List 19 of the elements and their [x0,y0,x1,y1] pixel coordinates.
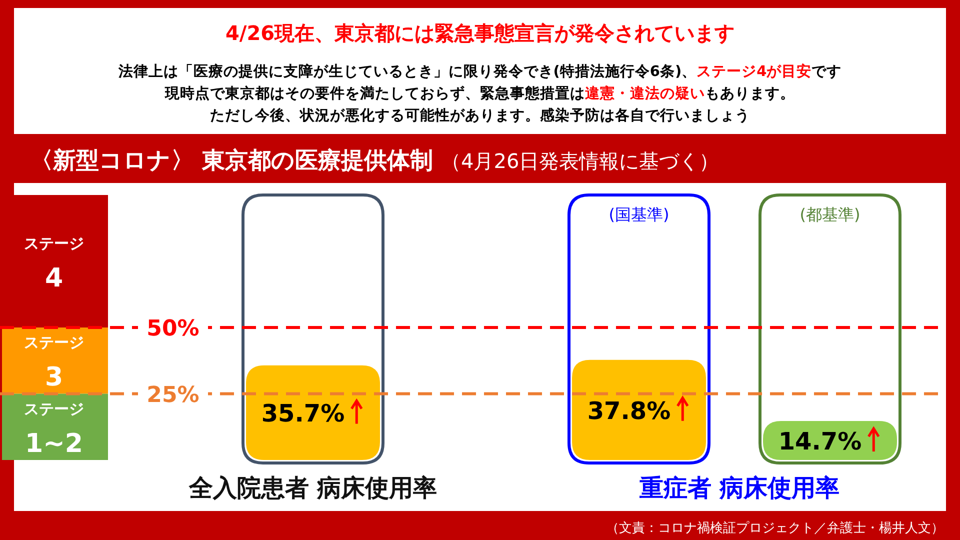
data-label: 37.8% [587,396,671,425]
annotation: (国基準) [608,205,670,224]
ref-line-label: 50% [146,316,200,342]
annotation: (都基準) [800,205,860,224]
text: 4/26現在、東京都には緊急事態宣言が発令されています [225,21,735,45]
band-label: ステージ 3 [24,334,84,393]
text: 現時点で東京都はその要件を満たしておらず、緊急事態措置は違憲・違法の疑いもあります。 [164,84,795,102]
band-label: ステージ 4 [24,234,84,294]
text: （文責：コロナ禍検証プロジェクト／弁護士・楊井人文） [606,521,944,536]
chart-subtitle: （4月26日発表情報に基づく） [441,149,720,173]
text: 法律上は「医療の提供に支障が生じているとき」に限り発令でき(特措法施行令6条)、ステージ4が目安です [117,62,842,80]
data-label: 35.7% [261,400,345,428]
band-label: ステージ 1~2 [24,400,84,459]
text: ただし今後、状況が悪化する可能性があります。感染予防は各自で行いましょう [210,106,750,124]
ref-line-label: 25% [146,382,200,408]
data-label: 14.7% [778,428,862,456]
x-tick-label: 全入院患者 病床使用率 [188,474,438,502]
text: 重症者 病床使用率 [638,474,840,502]
chart-title: 〈新型コロナ〉 東京都の医療提供体制 [30,147,434,174]
